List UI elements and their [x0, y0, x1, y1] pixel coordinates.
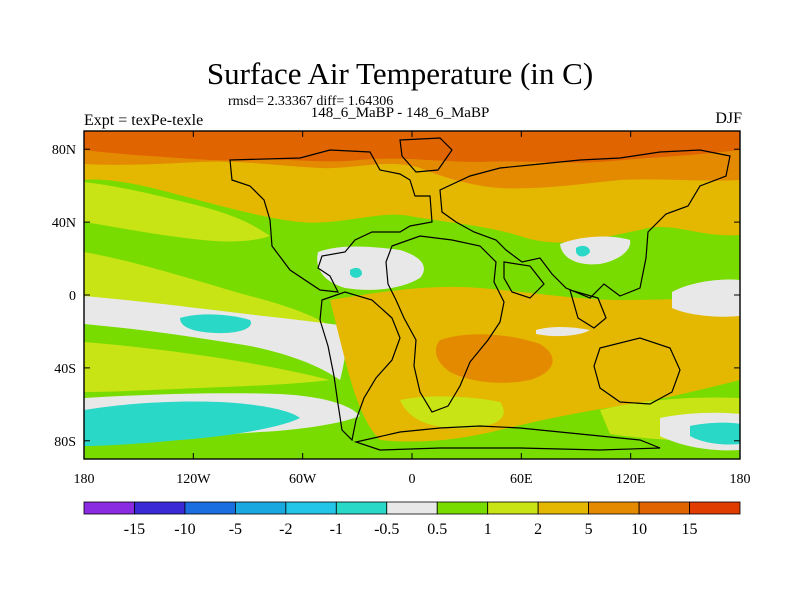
- field-pacific-cyan-blob: [180, 314, 251, 334]
- coastline-indochina: [569, 289, 607, 329]
- colorbar-swatch: [184, 501, 236, 515]
- x-tick-label: 120W: [176, 472, 211, 487]
- colorbar-label: -10: [174, 521, 195, 538]
- field-pacific-white-band: [84, 296, 347, 380]
- colorbar-swatch: [487, 501, 539, 515]
- coastline-eurasia: [439, 149, 731, 299]
- field-southeast-cyan-patch: [690, 422, 740, 445]
- colorbar-label: 5: [585, 521, 593, 538]
- x-tick-label: 120E: [616, 472, 646, 487]
- coastline-south-america: [319, 291, 401, 442]
- coastline-australia: [593, 337, 681, 405]
- field-northwest-yellowgreen: [84, 182, 270, 242]
- field-atlantic-cyan-dot: [350, 267, 362, 278]
- colorbar-swatch: [638, 501, 690, 515]
- plot-title: Surface Air Temperature (in C): [206, 56, 594, 91]
- season-label: DJF: [715, 110, 742, 127]
- colorbar-label: -2: [279, 521, 292, 538]
- colorbar-label: -15: [124, 521, 145, 538]
- rmsd-diff-stats: rmsd= 2.33367 diff= 1.64306: [228, 94, 394, 109]
- colorbar-swatch: [83, 501, 135, 515]
- colorbar-label: -0.5: [374, 521, 399, 538]
- field-asia-cyan-dot: [576, 245, 590, 257]
- colorbar-swatch: [689, 501, 741, 515]
- y-tick-label: 0: [69, 289, 76, 304]
- colorbar-label: 1: [484, 521, 492, 538]
- colorbar-swatch: [234, 501, 287, 515]
- y-tick-label: 40N: [52, 216, 76, 231]
- y-axis: 80N 40N 0 40S 80S: [52, 143, 740, 450]
- colorbar-swatch: [386, 501, 438, 515]
- y-tick-label: 40S: [54, 362, 76, 377]
- colorbar-label: 0.5: [427, 521, 447, 538]
- colorbar-swatch: [285, 501, 337, 515]
- plot-subtitle: 148_6_MaBP - 148_6_MaBP: [310, 105, 490, 121]
- field-asia-white-patch: [560, 236, 631, 265]
- coastline-north-america: [229, 149, 433, 293]
- colorbar: -15 -10 -5 -2 -1 -0.5 0.5 1 2 5 10 15: [83, 501, 741, 538]
- y-tick-label: 80N: [52, 143, 76, 158]
- y-tick-label: 80S: [54, 435, 76, 450]
- field-north-darkorange-band: [84, 131, 740, 163]
- experiment-label: Expt = texPe-texle: [84, 112, 204, 129]
- colorbar-label: 15: [682, 521, 698, 538]
- x-tick-label: 60E: [510, 472, 533, 487]
- colorbar-swatch: [436, 501, 489, 515]
- coastline-antarctica: [353, 425, 661, 451]
- coastline-arabia: [503, 261, 545, 299]
- colorbar-swatch: [537, 501, 590, 515]
- field-south-yellowgreen-patch: [400, 396, 504, 429]
- x-tick-label: 60W: [289, 472, 317, 487]
- colorbar-label: -1: [330, 521, 343, 538]
- x-tick-label: 0: [409, 472, 416, 487]
- colorbar-swatch: [588, 501, 640, 515]
- coastline-greenland: [399, 137, 453, 173]
- colorbar-swatch: [134, 501, 186, 515]
- field-east-pacific-white-patch: [672, 279, 740, 317]
- colorbar-swatch: [335, 501, 388, 515]
- colorbar-label: 2: [534, 521, 542, 538]
- colorbar-label: 10: [631, 521, 647, 538]
- x-axis: 180 120W 60W 0 60E 120E 180: [74, 131, 751, 487]
- coastline-africa: [385, 235, 505, 413]
- field-indian-white-streak: [536, 327, 590, 337]
- x-tick-label: 180: [74, 472, 95, 487]
- x-tick-label: 180: [730, 472, 751, 487]
- field-south-yellowgreen-band: [84, 342, 330, 392]
- temperature-field: [84, 131, 740, 459]
- coastlines: [229, 137, 731, 451]
- field-south-cyan-blob: [84, 401, 300, 446]
- colorbar-label: -5: [229, 521, 242, 538]
- field-central-orange-region: [435, 334, 553, 383]
- field-atlantic-white-patch: [317, 246, 424, 290]
